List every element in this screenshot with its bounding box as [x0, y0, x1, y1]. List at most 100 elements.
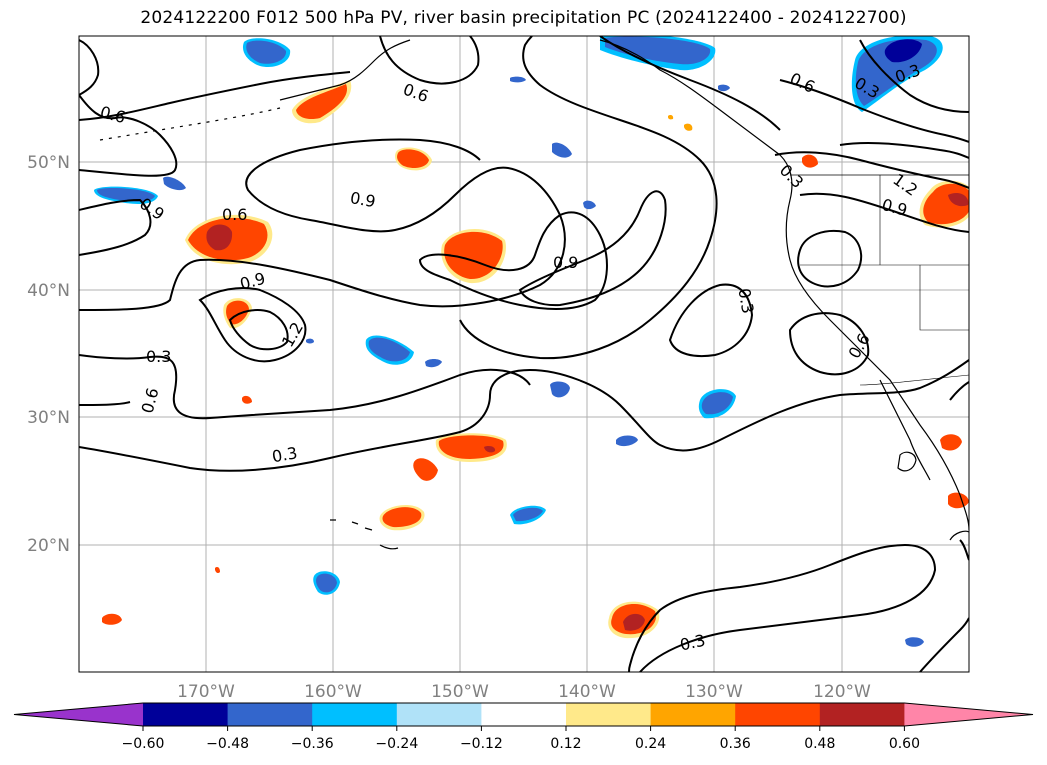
contour-label: 0.3 [146, 347, 171, 366]
pv-contour [79, 354, 531, 420]
contour-label: 0.9 [349, 188, 377, 211]
colorbar-tick-label: −0.12 [460, 736, 503, 752]
lon-labels: 170°W 160°W 150°W 140°W 130°W 120°W [177, 682, 871, 702]
pv-contour [418, 211, 608, 310]
lon-label: 140°W [558, 682, 616, 702]
pv-contours [79, 36, 969, 672]
precip-pc-fills [94, 36, 969, 647]
colorbar-segment [227, 703, 313, 726]
lon-label: 150°W [431, 682, 489, 702]
positive-pc-blob [395, 147, 432, 171]
pv-contour [839, 141, 969, 159]
positive-pc-blob [379, 505, 425, 531]
colorbar-tick-label: 0.12 [550, 736, 581, 752]
negative-pc-blob [313, 571, 340, 595]
colorbar-segment [566, 703, 652, 726]
colorbar-tick-label: 0.36 [720, 736, 751, 752]
baja-coast [879, 379, 931, 481]
pv-contour [599, 36, 781, 131]
colorbar-tick-label: 0.48 [804, 736, 835, 752]
guadalupe-island [897, 451, 917, 472]
colorbar-extend-low [14, 703, 143, 726]
us-states-west [800, 175, 969, 331]
map-area [79, 36, 969, 672]
lon-label: 130°W [685, 682, 743, 702]
contour-label: 0.9 [553, 253, 578, 272]
lat-label: 50°N [27, 153, 70, 173]
colorbar-segment [650, 703, 736, 726]
lon-label: 120°W [813, 682, 871, 702]
pv-contour [774, 151, 969, 189]
pv-contour [949, 381, 969, 401]
positive-pc-blob [608, 601, 660, 639]
colorbar-tick-label: 0.60 [889, 736, 920, 752]
positive-pc-blob [441, 229, 506, 284]
pv-contour [518, 190, 667, 307]
pv-contour [797, 230, 863, 288]
pv-contour [79, 71, 351, 121]
contour-labels: 0.6 0.6 0.9 0.6 0.9 0.9 0.6 0.3 0.3 0.6 … [98, 60, 923, 654]
positive-pc-blob [292, 80, 352, 124]
negative-pc-blob [851, 36, 943, 112]
colorbar-tick-label: −0.36 [291, 736, 334, 752]
pv-contour [228, 309, 289, 351]
lon-label: 160°W [304, 682, 362, 702]
lat-labels: 50°N 40°N 30°N 20°N [27, 153, 70, 556]
colorbar-extend-high [904, 703, 1033, 726]
positive-pc-blob [185, 214, 273, 265]
lat-label: 20°N [27, 536, 70, 556]
gridlines [79, 36, 969, 672]
negative-pc-blob [242, 38, 291, 68]
pv-contour [628, 543, 937, 672]
coastlines [99, 39, 969, 550]
hawaii-islands [330, 519, 399, 550]
pv-contour [959, 539, 969, 561]
pv-contour [859, 39, 969, 113]
aleutian-islands [99, 107, 281, 141]
pv-contour [779, 79, 969, 143]
lat-label: 40°N [27, 281, 70, 301]
positive-pc-blob [413, 458, 438, 481]
colorbar-segment [143, 703, 229, 726]
colorbar-tick-label: −0.24 [375, 736, 418, 752]
alaska-peninsula-coast [279, 39, 411, 101]
pv-contour [79, 401, 131, 406]
colorbar-segment [396, 703, 482, 726]
map-title: 2024122200 F012 500 hPa PV, river basin … [140, 8, 907, 28]
lat-label: 30°N [27, 408, 70, 428]
map-border [78, 35, 970, 673]
colorbar-segment [481, 703, 567, 726]
colorbar: −0.60 −0.48 −0.36 −0.24 −0.12 0.12 0.24 0.36 0.4… [13, 702, 1034, 752]
negative-pc-blob [94, 186, 158, 204]
pv-contour [379, 36, 480, 85]
colorbar-segment [735, 703, 821, 726]
negative-pc-blob [365, 335, 414, 365]
contour-label: 0.3 [270, 443, 298, 466]
pv-contour [799, 192, 969, 233]
positive-pc-blob [919, 180, 969, 228]
pv-contour [79, 138, 566, 311]
negative-pc-blob [600, 36, 716, 71]
pv-contour [788, 312, 870, 376]
colorbar-tick-label: 0.24 [635, 736, 666, 752]
pv-contour [919, 617, 969, 672]
contour-label: 0.3 [734, 287, 757, 315]
negative-pc-blob [698, 389, 736, 419]
colorbar-tick-label: −0.48 [206, 736, 249, 752]
pv-contour [79, 359, 969, 472]
contour-label: 0.6 [222, 205, 247, 224]
pv-contour [459, 36, 718, 360]
negative-pc-blob [163, 76, 924, 647]
negative-pc-blob [510, 505, 546, 525]
mexico-border [859, 374, 969, 386]
pv-contour [198, 287, 307, 363]
pv-contour [79, 39, 100, 96]
pv-contour [79, 198, 152, 256]
contour-label: 0.3 [678, 631, 707, 655]
colorbar-segment [312, 703, 398, 726]
colorbar-segment [819, 703, 905, 726]
peninsula-mexico [949, 530, 969, 541]
lon-label: 170°W [177, 682, 235, 702]
colorbar-tick-label: −0.60 [122, 736, 165, 752]
